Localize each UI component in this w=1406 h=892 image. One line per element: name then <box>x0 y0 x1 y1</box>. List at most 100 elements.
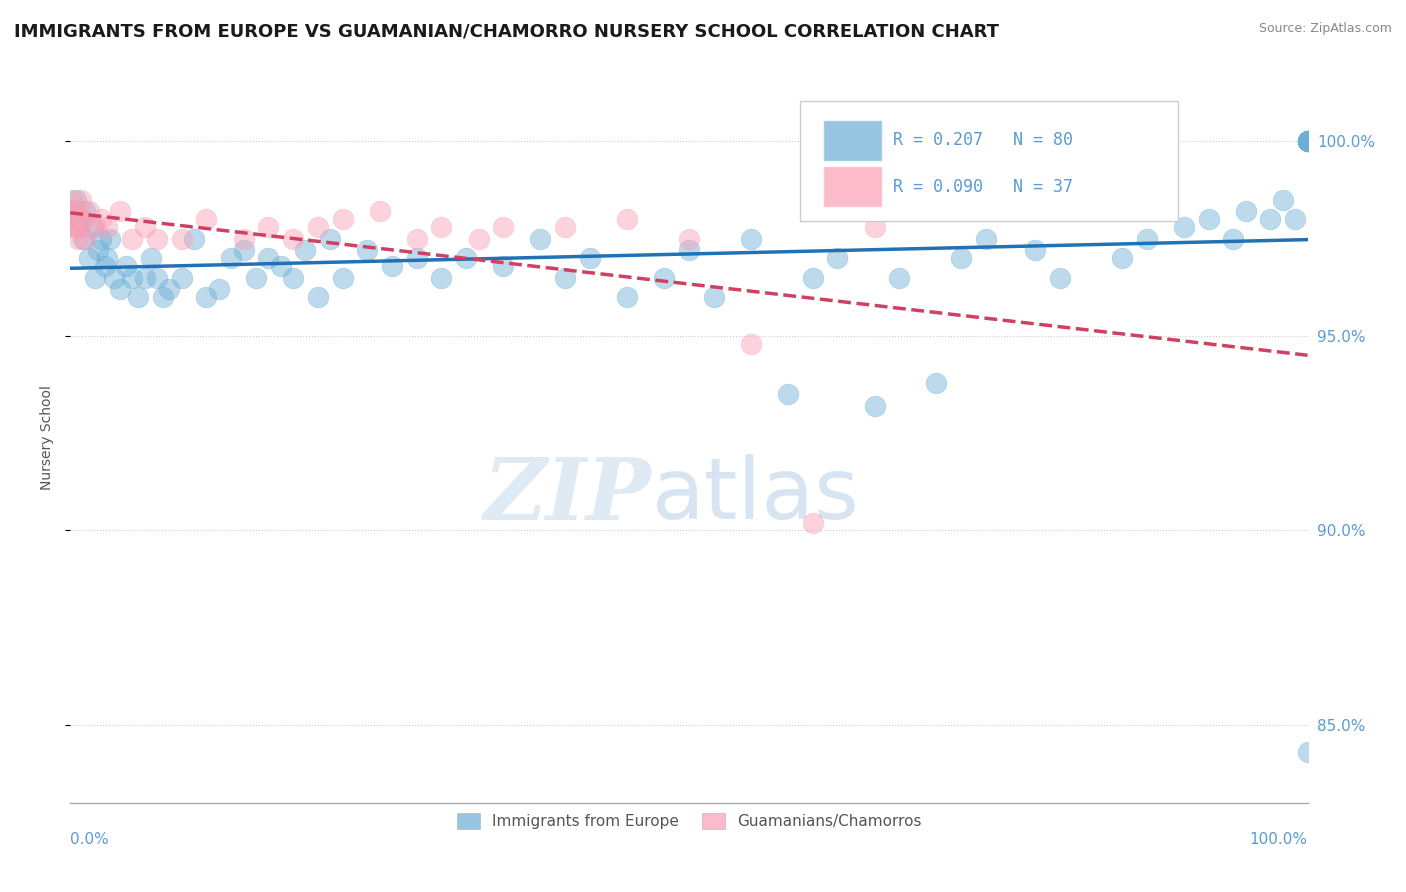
Point <box>332 270 354 285</box>
Point <box>974 232 997 246</box>
Point <box>678 244 700 258</box>
Point <box>195 290 218 304</box>
Point <box>1173 219 1195 234</box>
Legend: Immigrants from Europe, Guamanians/Chamorros: Immigrants from Europe, Guamanians/Chamo… <box>450 807 928 836</box>
Point <box>219 251 242 265</box>
Text: 0.0%: 0.0% <box>70 832 110 847</box>
Y-axis label: Nursery School: Nursery School <box>39 384 53 490</box>
Point <box>232 244 254 258</box>
Point <box>1271 193 1294 207</box>
Point <box>108 282 131 296</box>
Point <box>579 251 602 265</box>
Point <box>84 219 107 234</box>
Point <box>1296 135 1319 149</box>
Point <box>319 232 342 246</box>
Point <box>98 232 121 246</box>
Point <box>1296 135 1319 149</box>
Point <box>65 193 87 207</box>
Point <box>1296 135 1319 149</box>
Text: R = 0.207   N = 80: R = 0.207 N = 80 <box>893 131 1073 149</box>
Point <box>108 204 131 219</box>
Point <box>827 251 849 265</box>
Point <box>63 204 86 219</box>
Point <box>82 219 104 234</box>
Point <box>1049 270 1071 285</box>
Point <box>430 270 453 285</box>
Text: atlas: atlas <box>652 454 860 537</box>
Point <box>1198 212 1220 227</box>
Point <box>1296 135 1319 149</box>
Point <box>67 204 90 219</box>
Point <box>492 259 515 273</box>
Point <box>405 232 427 246</box>
Point <box>170 270 193 285</box>
Point <box>127 290 149 304</box>
Point <box>94 259 117 273</box>
Point <box>1296 135 1319 149</box>
Point <box>1296 135 1319 149</box>
Point <box>281 270 304 285</box>
Point <box>863 399 886 413</box>
Point <box>134 219 156 234</box>
Point <box>77 204 100 219</box>
Point <box>72 232 94 246</box>
Point <box>183 232 205 246</box>
Point <box>925 376 948 390</box>
Point <box>430 219 453 234</box>
Point <box>1296 135 1319 149</box>
Point <box>492 219 515 234</box>
Point <box>270 259 292 273</box>
Point <box>616 290 638 304</box>
Point <box>1284 212 1306 227</box>
Point <box>69 219 91 234</box>
Text: ZIP: ZIP <box>484 454 652 537</box>
Point <box>652 270 675 285</box>
Point <box>467 232 489 246</box>
Point <box>84 270 107 285</box>
Text: 100.0%: 100.0% <box>1250 832 1308 847</box>
Point <box>103 270 125 285</box>
Point <box>307 290 329 304</box>
Point <box>96 251 118 265</box>
Point <box>1260 212 1282 227</box>
Point <box>60 193 83 207</box>
Point <box>332 212 354 227</box>
Point <box>72 212 94 227</box>
Point <box>86 244 108 258</box>
Point <box>90 212 112 227</box>
Point <box>152 290 174 304</box>
Text: R = 0.090   N = 37: R = 0.090 N = 37 <box>893 178 1073 196</box>
Point <box>307 219 329 234</box>
Point <box>405 251 427 265</box>
FancyBboxPatch shape <box>823 120 882 161</box>
Point <box>1234 204 1257 219</box>
Point <box>146 270 169 285</box>
Point <box>776 387 799 401</box>
Point <box>121 270 143 285</box>
Point <box>368 204 391 219</box>
Point <box>356 244 378 258</box>
Text: IMMIGRANTS FROM EUROPE VS GUAMANIAN/CHAMORRO NURSERY SCHOOL CORRELATION CHART: IMMIGRANTS FROM EUROPE VS GUAMANIAN/CHAM… <box>14 22 1000 40</box>
Point <box>950 251 973 265</box>
Point <box>257 219 280 234</box>
Point <box>889 270 911 285</box>
Point <box>1296 745 1319 759</box>
Point <box>678 232 700 246</box>
Point <box>456 251 478 265</box>
Point <box>529 232 551 246</box>
Point <box>63 204 86 219</box>
Point <box>740 232 762 246</box>
Point <box>139 251 162 265</box>
Point <box>77 251 100 265</box>
Point <box>170 232 193 246</box>
Point <box>65 219 87 234</box>
Point <box>75 204 97 219</box>
Point <box>554 219 576 234</box>
Point <box>281 232 304 246</box>
Point <box>245 270 267 285</box>
Point <box>157 282 180 296</box>
Point <box>554 270 576 285</box>
Point <box>146 232 169 246</box>
Point <box>863 219 886 234</box>
Point <box>294 244 316 258</box>
